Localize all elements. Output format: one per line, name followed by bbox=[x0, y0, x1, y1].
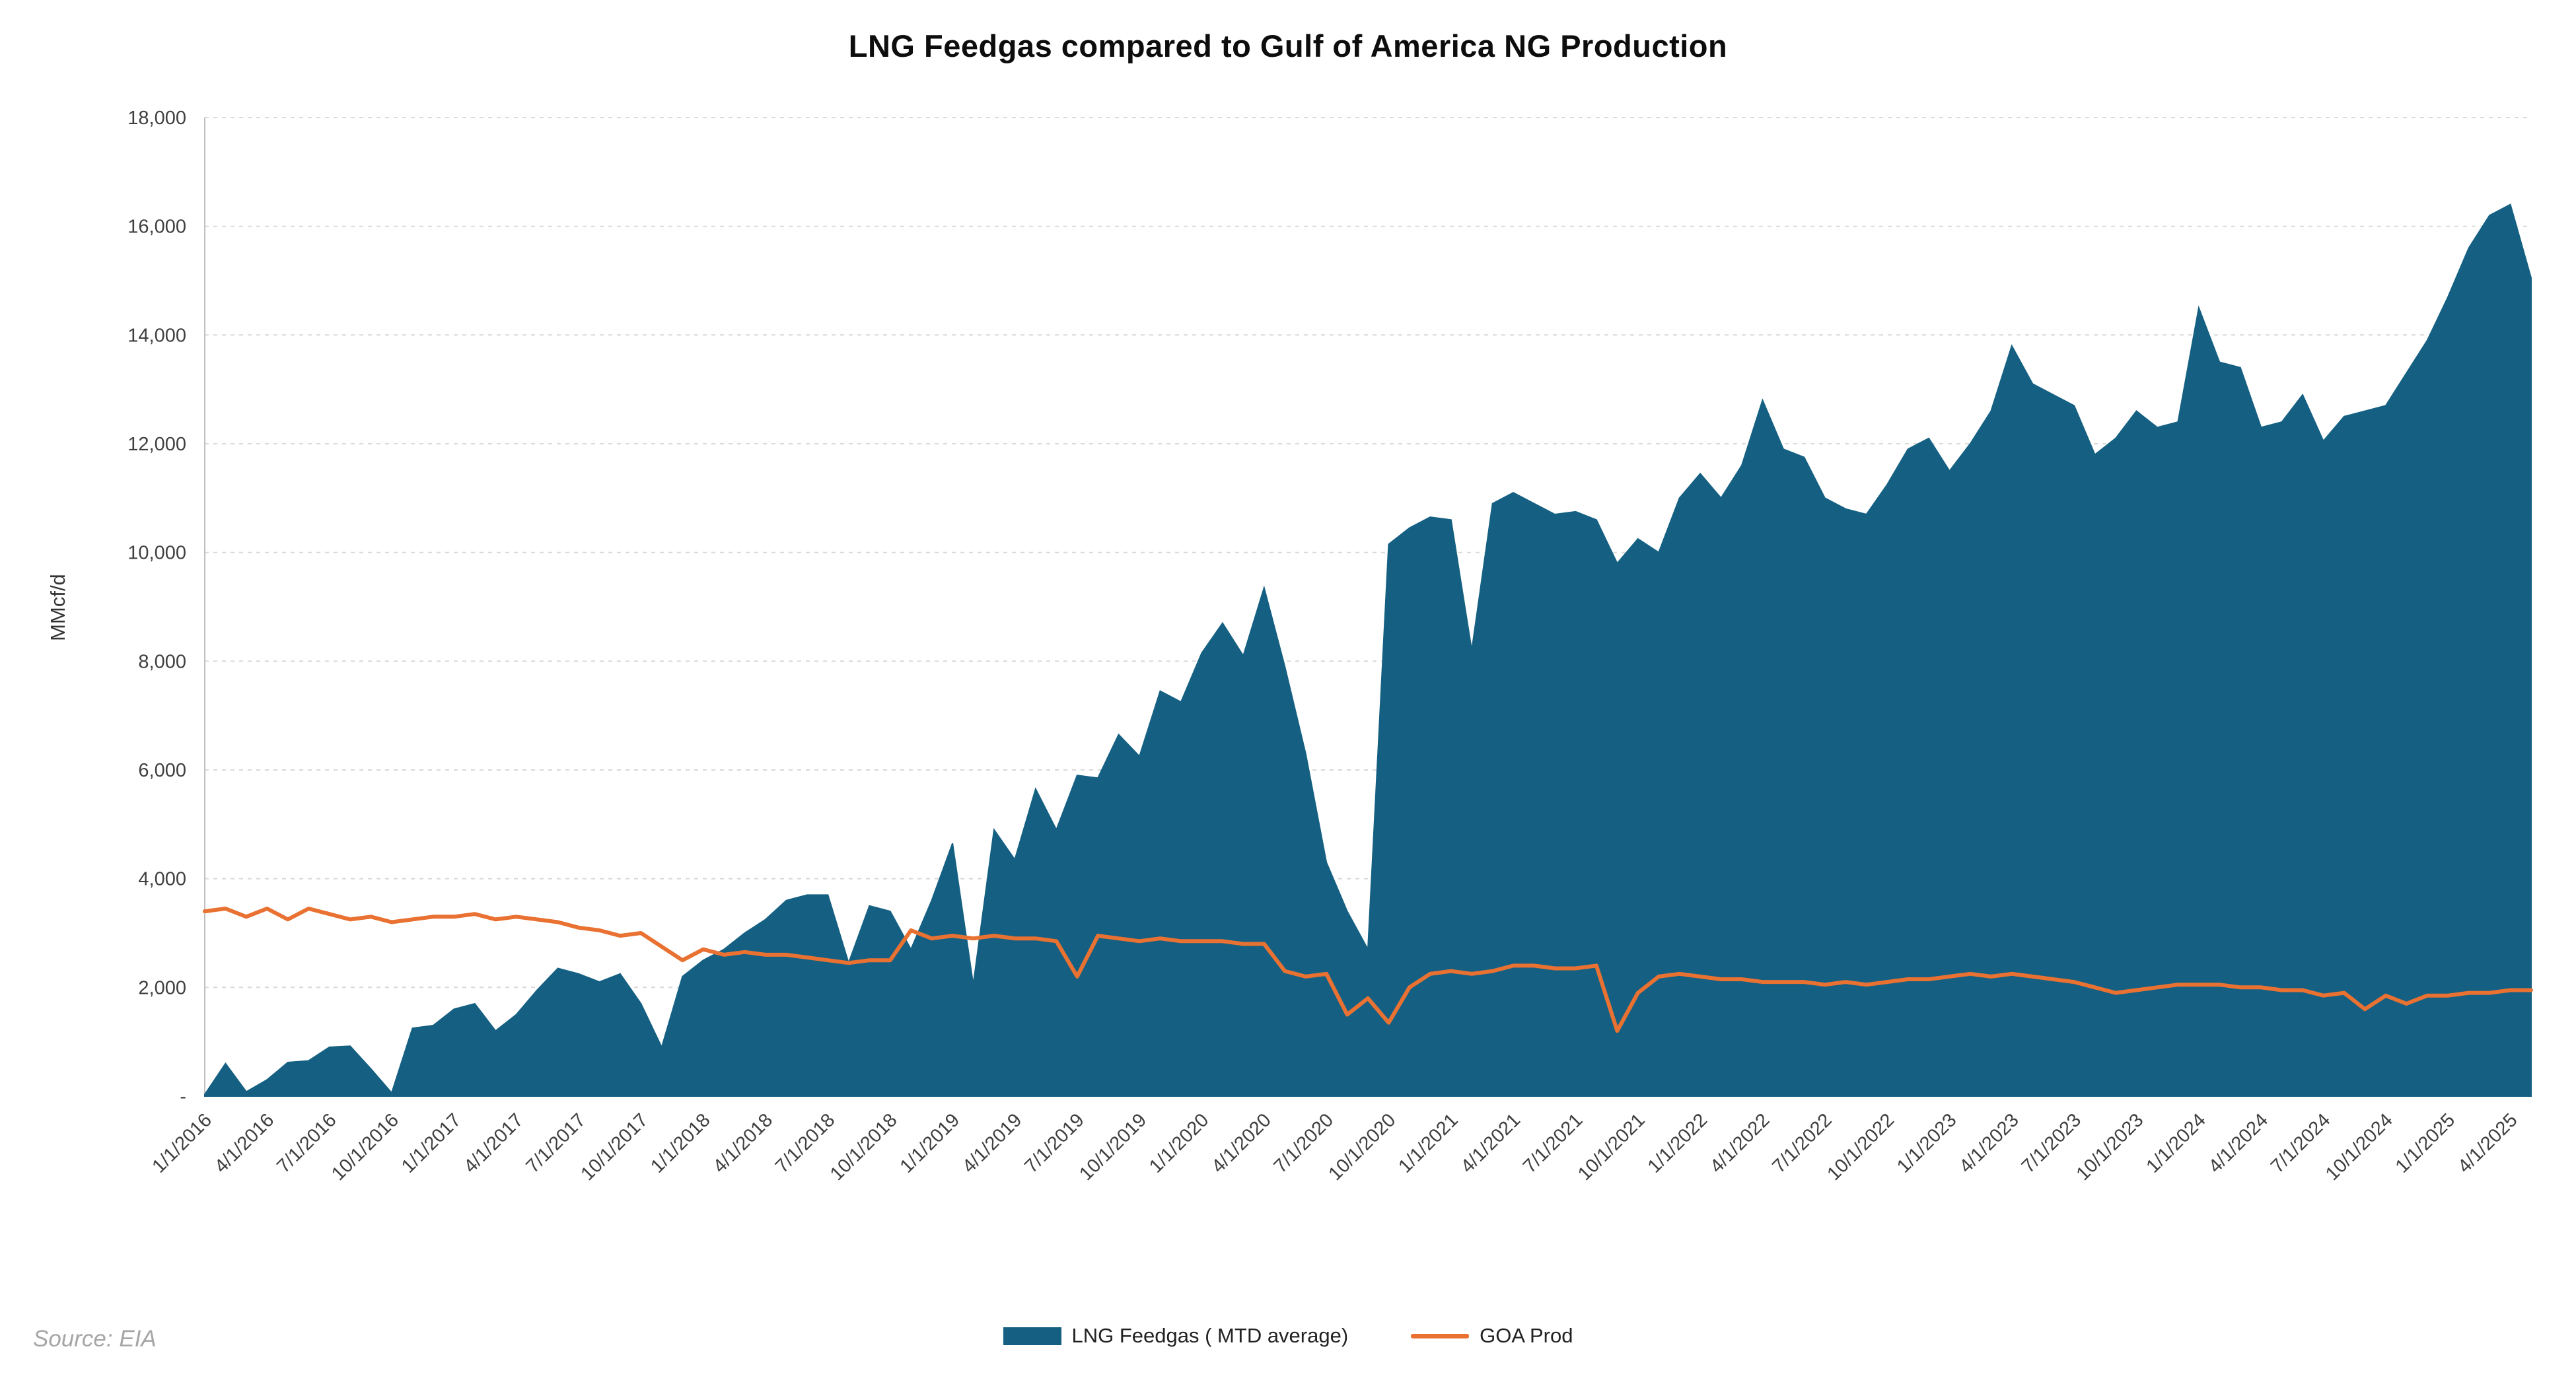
area-series-swatch-icon bbox=[1003, 1327, 1061, 1345]
y-tick-label: 18,000 bbox=[127, 108, 186, 129]
x-tick-label: 4/1/2017 bbox=[460, 1109, 527, 1177]
legend-label-goa-prod: GOA Prod bbox=[1480, 1324, 1573, 1347]
x-tick-label: 4/1/2016 bbox=[211, 1109, 278, 1177]
legend-item-goa-prod: GOA Prod bbox=[1411, 1324, 1573, 1348]
x-tick-label: 4/1/2021 bbox=[1457, 1109, 1524, 1177]
x-tick-label: 1/1/2018 bbox=[647, 1109, 714, 1177]
x-tick-label: 10/1/2018 bbox=[826, 1109, 902, 1185]
x-tick-label: 4/1/2018 bbox=[709, 1109, 777, 1177]
x-tick-label: 10/1/2020 bbox=[1324, 1109, 1400, 1185]
x-tick-label: 10/1/2023 bbox=[2073, 1109, 2148, 1185]
x-tick-label: 1/1/2019 bbox=[896, 1109, 964, 1177]
x-tick-label: 4/1/2019 bbox=[958, 1109, 1026, 1177]
x-tick-label: 1/1/2021 bbox=[1394, 1109, 1462, 1177]
x-tick-label: 10/1/2021 bbox=[1574, 1109, 1649, 1185]
x-tick-label: 10/1/2019 bbox=[1075, 1109, 1151, 1185]
source-note: Source: EIA bbox=[33, 1326, 157, 1352]
legend-item-lng-feedgas: LNG Feedgas ( MTD average) bbox=[1003, 1324, 1349, 1348]
x-tick-label: 1/1/2017 bbox=[398, 1109, 465, 1177]
x-tick-label: 10/1/2016 bbox=[328, 1109, 403, 1185]
x-tick-label: 10/1/2017 bbox=[577, 1109, 652, 1185]
y-tick-label: 12,000 bbox=[127, 434, 186, 455]
x-tick-label: 1/1/2016 bbox=[148, 1109, 215, 1177]
x-tick-label: 4/1/2025 bbox=[2454, 1109, 2521, 1177]
y-tick-label: - bbox=[180, 1086, 186, 1107]
goa-prod-line bbox=[203, 907, 2533, 1033]
x-tick-label: 1/1/2023 bbox=[1893, 1109, 1960, 1177]
x-tick-label: 1/1/2022 bbox=[1644, 1109, 1711, 1177]
x-tick-label: 10/1/2024 bbox=[2322, 1109, 2397, 1185]
x-tick-label: 10/1/2022 bbox=[1823, 1109, 1898, 1185]
x-tick-label: 1/1/2024 bbox=[2142, 1109, 2209, 1177]
x-tick-label: 4/1/2020 bbox=[1207, 1109, 1275, 1177]
x-tick-label: 1/1/2020 bbox=[1145, 1109, 1213, 1177]
y-tick-label: 10,000 bbox=[127, 543, 186, 564]
y-tick-label: 4,000 bbox=[138, 869, 186, 890]
x-tick-label: 4/1/2022 bbox=[1706, 1109, 1773, 1177]
lng-feedgas-area bbox=[204, 203, 2532, 1097]
y-tick-label: 6,000 bbox=[138, 760, 186, 781]
y-tick-label: 14,000 bbox=[127, 325, 186, 346]
y-tick-label: 2,000 bbox=[138, 977, 186, 998]
chart-title: LNG Feedgas compared to Gulf of America … bbox=[848, 28, 1728, 63]
legend: LNG Feedgas ( MTD average) GOA Prod bbox=[0, 1324, 2576, 1348]
line-series-swatch-icon bbox=[1411, 1333, 1470, 1338]
y-tick-label: 8,000 bbox=[138, 651, 186, 672]
x-tick-label: 4/1/2023 bbox=[1955, 1109, 2022, 1177]
legend-label-lng-feedgas: LNG Feedgas ( MTD average) bbox=[1071, 1324, 1349, 1347]
x-tick-label: 1/1/2025 bbox=[2392, 1109, 2459, 1177]
x-tick-label: 4/1/2024 bbox=[2205, 1109, 2272, 1177]
y-tick-label: 16,000 bbox=[127, 217, 186, 238]
